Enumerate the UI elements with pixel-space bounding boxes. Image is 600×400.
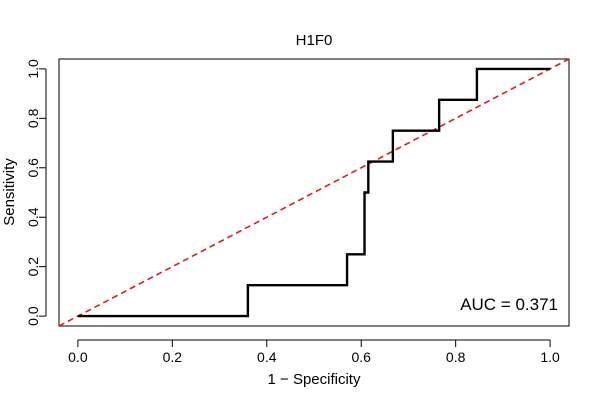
x-tick-label: 0.8	[446, 349, 466, 365]
y-axis-label: Sensitivity	[1, 158, 18, 226]
chart-title: H1F0	[296, 32, 333, 49]
roc-curve-line	[77, 67, 551, 318]
x-tick-label: 1.0	[540, 349, 560, 365]
x-tick-label: 0.4	[257, 349, 277, 365]
chart-marks	[59, 59, 569, 326]
y-tick-label: 0.4	[25, 207, 41, 227]
y-tick-label: 0.6	[25, 158, 41, 178]
plot-frame	[58, 58, 570, 327]
y-tick-label: 0.8	[25, 108, 41, 128]
x-axis-label: 1 − Specificity	[268, 371, 361, 388]
y-tick-label: 0.0	[25, 306, 41, 326]
x-tick-label: 0.6	[351, 349, 371, 365]
y-tick-label: 0.2	[25, 257, 41, 277]
reference-diagonal-line	[59, 59, 569, 326]
x-tick-label: 0.0	[68, 349, 88, 365]
y-tick-label: 1.0	[25, 59, 41, 79]
auc-annotation: AUC = 0.371	[460, 295, 558, 314]
x-tick-label: 0.2	[163, 349, 183, 365]
